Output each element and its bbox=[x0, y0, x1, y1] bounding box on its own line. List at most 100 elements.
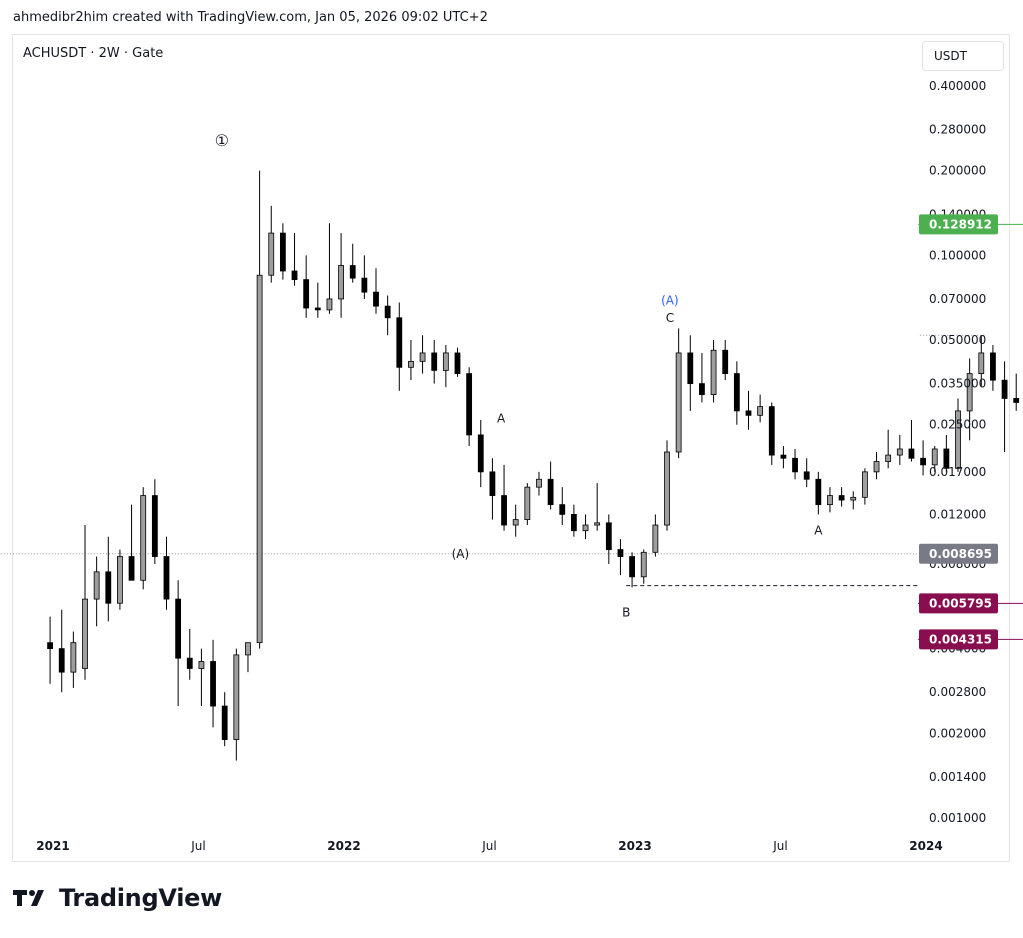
candle-down bbox=[687, 335, 694, 411]
candle-body bbox=[175, 598, 182, 659]
candle-down bbox=[768, 402, 775, 465]
candle-body bbox=[349, 265, 356, 279]
candle-body bbox=[163, 556, 170, 600]
candle-body bbox=[885, 454, 892, 462]
candle-body bbox=[93, 571, 100, 600]
candle-down bbox=[501, 464, 507, 531]
candle-down bbox=[384, 295, 391, 336]
y-axis-tick-label: 0.400000 bbox=[929, 79, 986, 93]
candle-down bbox=[454, 347, 461, 377]
candle-body bbox=[256, 274, 263, 644]
y-axis-tick-label: 0.035000 bbox=[929, 377, 986, 391]
candle-down bbox=[780, 446, 787, 469]
candle-body bbox=[314, 307, 321, 311]
candle-body bbox=[396, 317, 403, 368]
candle-body bbox=[722, 349, 729, 374]
x-axis-tick-label: Jul bbox=[481, 839, 496, 853]
wave-label: B bbox=[622, 606, 630, 620]
candle-up bbox=[675, 328, 682, 459]
candle-up bbox=[978, 335, 985, 388]
candle-down bbox=[559, 487, 566, 526]
candle-body bbox=[652, 524, 659, 553]
candle-body bbox=[955, 410, 961, 469]
candle-down bbox=[128, 504, 135, 581]
candle-body bbox=[477, 434, 484, 473]
candle-down bbox=[792, 448, 798, 480]
candle-body bbox=[1001, 379, 1008, 399]
currency-unit-button[interactable]: USDT bbox=[922, 41, 1004, 71]
candle-up bbox=[710, 340, 717, 403]
candle-body bbox=[524, 486, 531, 521]
price-tag-box bbox=[919, 214, 998, 235]
candle-body bbox=[873, 461, 880, 473]
candle-down bbox=[617, 539, 624, 576]
candle-down bbox=[908, 419, 915, 462]
candle-body bbox=[128, 556, 135, 581]
candle-body bbox=[629, 556, 635, 578]
candle-body bbox=[908, 448, 915, 459]
candle-up bbox=[536, 471, 542, 496]
candle-down bbox=[838, 487, 845, 507]
y-axis-tick-label: 0.050000 bbox=[929, 333, 986, 347]
candle-up bbox=[896, 434, 903, 465]
candle-body bbox=[920, 457, 926, 466]
candle-up bbox=[524, 483, 531, 526]
candle-down bbox=[629, 552, 635, 588]
candle-up bbox=[82, 525, 88, 680]
chart-title: ACHUSDT · 2W · Gate bbox=[23, 46, 164, 61]
candle-body bbox=[512, 519, 519, 526]
candle-up bbox=[70, 631, 77, 688]
candle-down bbox=[920, 440, 926, 476]
candle-up bbox=[873, 452, 880, 480]
candle-up bbox=[512, 504, 519, 537]
candle-down bbox=[279, 223, 286, 280]
price-tag-label: 0.128912 bbox=[929, 217, 992, 231]
candle-up bbox=[408, 340, 414, 381]
candle-up bbox=[885, 429, 892, 469]
candle-body bbox=[978, 352, 985, 374]
candle-body bbox=[594, 522, 601, 526]
price-tag-label: 0.005795 bbox=[929, 596, 992, 610]
y-axis-tick-label: 0.001000 bbox=[929, 811, 986, 825]
candle-down bbox=[303, 255, 310, 318]
candle-body bbox=[687, 352, 694, 385]
candle-body bbox=[990, 352, 996, 381]
candle-up bbox=[93, 556, 100, 627]
candle-body bbox=[710, 349, 717, 395]
candle-down bbox=[175, 580, 182, 707]
candle-body bbox=[838, 495, 845, 501]
price-tag-box bbox=[919, 593, 998, 614]
candle-down bbox=[361, 255, 368, 299]
candle-down bbox=[291, 233, 298, 286]
wave-label: (A) bbox=[661, 293, 679, 307]
candle-body bbox=[47, 642, 53, 650]
candle-body bbox=[384, 305, 391, 319]
candle-body bbox=[792, 457, 798, 473]
candle-body bbox=[489, 471, 496, 496]
price-tag-target: 0.128912 bbox=[919, 214, 998, 235]
wave-label: A bbox=[497, 411, 506, 425]
candle-body bbox=[850, 496, 857, 501]
price-tag-support: 0.005795 bbox=[919, 593, 998, 614]
candle-body bbox=[501, 495, 507, 526]
candle-body bbox=[361, 277, 368, 293]
candle-body bbox=[896, 448, 903, 456]
candle-body bbox=[466, 373, 473, 436]
candle-body bbox=[605, 522, 612, 550]
candle-body bbox=[803, 471, 810, 480]
y-axis-tick-label: 0.012000 bbox=[929, 507, 986, 521]
candle-up bbox=[594, 483, 601, 531]
candle-body bbox=[780, 454, 787, 459]
candle-body bbox=[827, 495, 833, 506]
price-tag-label: 0.004315 bbox=[929, 632, 992, 646]
candle-body bbox=[186, 657, 193, 669]
candle-body bbox=[279, 232, 286, 272]
candle-body bbox=[570, 514, 577, 532]
candle-up bbox=[419, 335, 426, 374]
candle-body bbox=[303, 279, 310, 309]
candle-down bbox=[570, 504, 577, 537]
candle-down bbox=[803, 458, 810, 488]
candle-body bbox=[675, 352, 682, 453]
candle-down bbox=[163, 536, 170, 610]
